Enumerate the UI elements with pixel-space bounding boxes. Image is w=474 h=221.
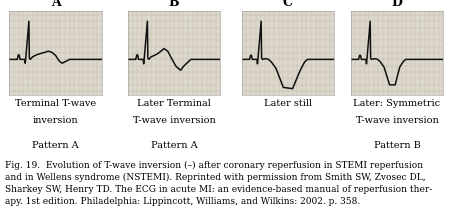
Text: D: D: [392, 0, 402, 9]
Text: B: B: [169, 0, 180, 9]
Text: Pattern B: Pattern B: [374, 141, 420, 151]
Text: T-wave inversion: T-wave inversion: [356, 116, 438, 125]
Text: C: C: [283, 0, 293, 9]
Text: Pattern A: Pattern A: [32, 141, 79, 151]
Text: Later still: Later still: [264, 99, 312, 109]
Text: Pattern A: Pattern A: [151, 141, 198, 151]
Text: inversion: inversion: [33, 116, 79, 125]
Text: Terminal T-wave: Terminal T-wave: [15, 99, 96, 109]
Text: T-wave inversion: T-wave inversion: [133, 116, 216, 125]
Text: Fig. 19.  Evolution of T-wave inversion (–) after coronary reperfusion in STEMI : Fig. 19. Evolution of T-wave inversion (…: [5, 161, 432, 206]
Text: A: A: [51, 0, 61, 9]
Text: Later Terminal: Later Terminal: [137, 99, 211, 109]
Text: Later: Symmetric: Later: Symmetric: [354, 99, 440, 109]
